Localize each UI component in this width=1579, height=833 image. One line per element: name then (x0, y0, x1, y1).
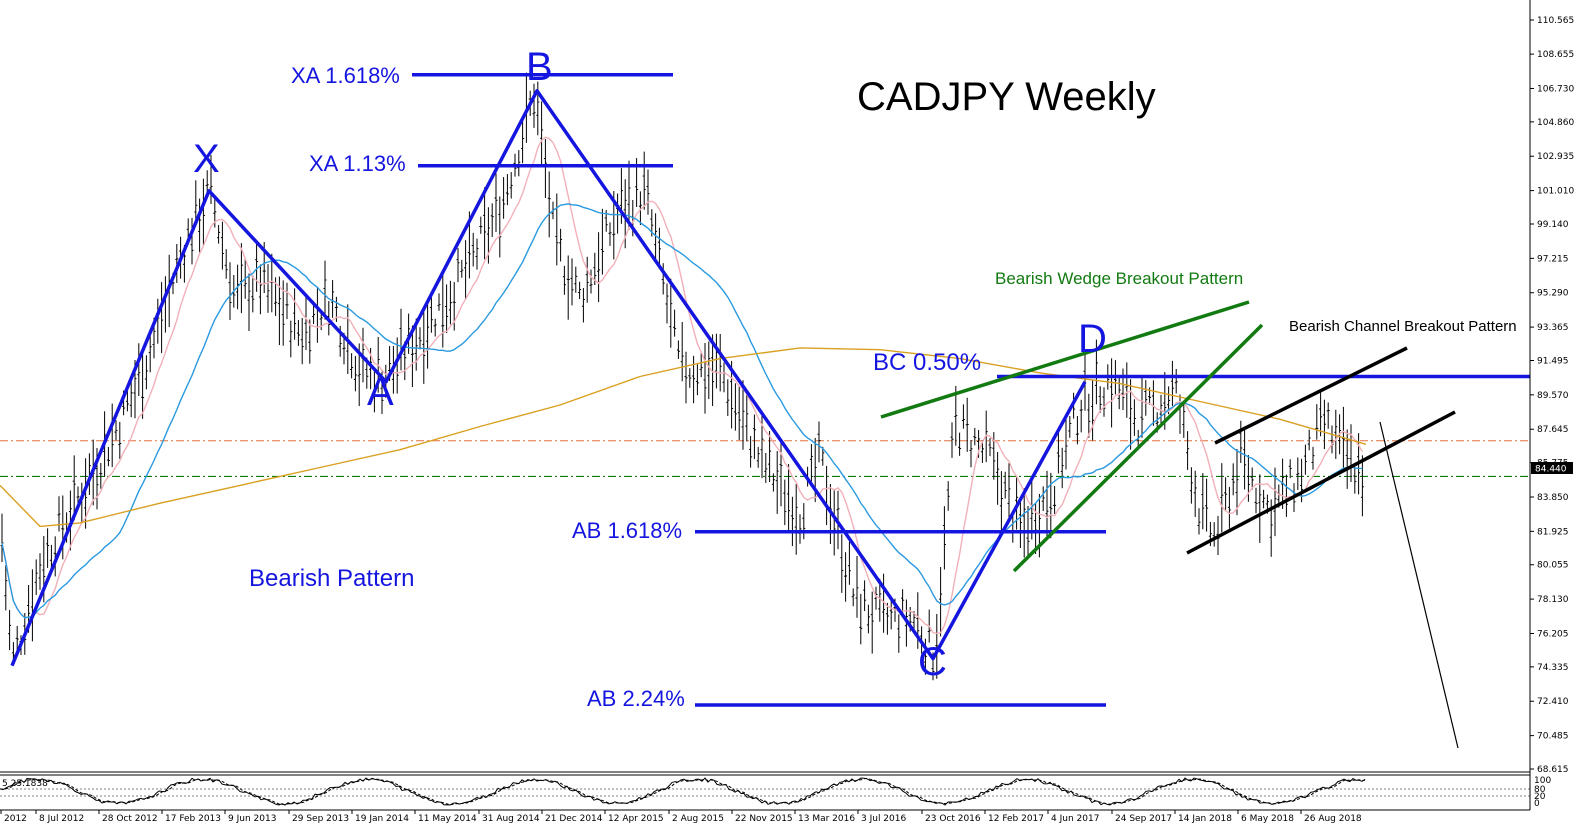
x-tick-label: 24 Sep 2017 (1115, 814, 1172, 824)
x-tick-label: 11 May 2014 (418, 814, 477, 824)
wedge-upper-line (880, 300, 1250, 419)
y-tick-label: 68.615 (1537, 765, 1569, 775)
osc-tick-80: 80 (1534, 785, 1546, 795)
level-label-xa-1618: XA 1.618% (291, 63, 400, 88)
pattern-legs (10, 89, 1087, 667)
y-tick-label: 95.290 (1537, 289, 1569, 299)
current-price-box (1531, 462, 1573, 474)
price-panel-bg (0, 0, 1530, 772)
x-tick-label: 13 Mar 2016 (798, 814, 855, 824)
y-tick-label: 108.655 (1537, 50, 1574, 60)
y-tick-label: 104.860 (1537, 118, 1574, 128)
point-label-c: C (918, 640, 947, 684)
channel-lower-line (1186, 410, 1456, 555)
y-tick-label: 87.645 (1537, 425, 1569, 435)
y-tick-label: 91.495 (1537, 356, 1569, 366)
annotation-channel: Bearish Channel Breakout Pattern (1289, 318, 1517, 335)
y-tick-label: 106.730 (1537, 84, 1574, 94)
moving-averages (0, 136, 1367, 635)
harmonic-pattern (10, 89, 1087, 667)
y-tick-label: 80.055 (1537, 561, 1569, 571)
x-tick-label: 2 Aug 2015 (672, 814, 724, 824)
ma-mid-line (1, 203, 1363, 619)
x-tick-label: 12 Feb 2017 (988, 814, 1044, 824)
annotation-bearish-pattern: Bearish Pattern (249, 565, 414, 592)
level-label-xa-113: XA 1.13% (309, 151, 406, 176)
current-price-label: 84.440 (1535, 465, 1567, 475)
x-tick-label: 12 Apr 2015 (608, 814, 664, 824)
osc-tick-0: 0 (1534, 799, 1540, 809)
x-tick-label: 31 Aug 2014 (482, 814, 540, 824)
y-tick-label: 102.935 (1537, 152, 1574, 162)
x-tick-label: 3 Jul 2016 (861, 814, 906, 824)
x-tick-label: 8 Jul 2012 (39, 814, 84, 824)
annotation-wedge: Bearish Wedge Breakout Pattern (995, 269, 1243, 288)
trend-lines (880, 300, 1459, 749)
y-tick-label: 93.365 (1537, 323, 1569, 333)
channel-upper-line (1214, 346, 1408, 445)
price-panel (0, 0, 1530, 772)
y-tick-label: 78.130 (1537, 595, 1569, 605)
osc-readout: 5 25.1838 (2, 779, 48, 789)
level-label-bc-050: BC 0.50% (873, 349, 981, 376)
ma-slow-line (0, 347, 1367, 528)
level-label-ab-1618: AB 1.618% (572, 518, 682, 543)
osc-tick-20: 20 (1534, 792, 1546, 802)
osc-tick-100: 100 (1534, 776, 1551, 786)
x-tick-label: 19 Jan 2014 (355, 814, 409, 824)
point-label-x: X (193, 137, 220, 181)
projection-line (1379, 421, 1459, 749)
x-tick-label: 4 Jun 2017 (1051, 814, 1099, 824)
wedge-lower-line (1012, 323, 1264, 573)
x-tick-label: 9 Jun 2013 (228, 814, 276, 824)
x-tick-label: 6 May 2018 (1241, 814, 1294, 824)
point-label-a: A (367, 370, 394, 414)
x-tick-label: 2012 (4, 814, 27, 824)
x-tick-label: 14 Jan 2018 (1178, 814, 1232, 824)
y-tick-label: 101.010 (1537, 187, 1574, 197)
point-label-b: B (526, 45, 553, 89)
x-tick-label: 29 Sep 2013 (292, 814, 349, 824)
y-tick-label: 89.570 (1537, 391, 1569, 401)
y-axis: 110.565 108.655 106.730 104.860 102.935 101.0… (1530, 16, 1574, 775)
ma-fast-line (1, 136, 1363, 635)
y-tick-label: 81.925 (1537, 527, 1569, 537)
chart-title: CADJPY Weekly (857, 75, 1156, 119)
y-tick-label: 99.140 (1537, 220, 1569, 230)
x-tick-label: 26 Aug 2018 (1304, 814, 1362, 824)
fib-levels (412, 72, 1530, 707)
x-axis: 2012 8 Jul 2012 28 Oct 2012 17 Feb 2013 9 Ju… (0, 810, 1362, 824)
level-label-ab-224: AB 2.24% (587, 686, 685, 711)
y-tick-label: 72.410 (1537, 697, 1569, 707)
y-tick-label: 97.215 (1537, 254, 1569, 264)
x-tick-label: 28 Oct 2012 (102, 814, 158, 824)
y-tick-label: 110.565 (1537, 16, 1574, 26)
x-tick-label: 22 Nov 2015 (735, 814, 793, 824)
y-tick-label: 76.205 (1537, 629, 1569, 639)
y-tick-label: 83.850 (1537, 493, 1569, 503)
x-tick-label: 23 Oct 2016 (925, 814, 981, 824)
stochastic-oscillator: 5 25.1838 100 80 20 0 (0, 776, 1551, 809)
x-tick-label: 21 Dec 2014 (545, 814, 603, 824)
x-tick-label: 17 Feb 2013 (165, 814, 221, 824)
y-tick-label: 70.485 (1537, 732, 1569, 742)
osc-signal-line (0, 777, 1366, 806)
point-label-d: D (1078, 317, 1107, 361)
y-tick-label: 74.335 (1537, 663, 1569, 673)
osc-main-line (0, 777, 1366, 806)
